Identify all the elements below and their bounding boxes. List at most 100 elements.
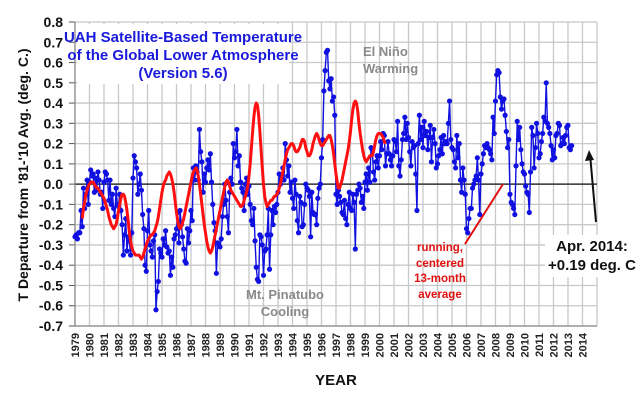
monthly-data-point	[363, 171, 369, 177]
monthly-data-point	[554, 130, 560, 137]
monthly-data-point	[489, 157, 495, 163]
monthly-data-point	[264, 232, 270, 238]
monthly-data-point	[358, 199, 364, 205]
monthly-data-point	[562, 132, 569, 139]
x-tick-labels: 1979 1980 1981 1982 1983 1984 1985 1986 1987 1988…	[70, 332, 590, 357]
monthly-data-point	[531, 165, 537, 171]
monthly-data-point	[154, 288, 160, 295]
monthly-data-point	[523, 183, 529, 189]
monthly-data-point	[148, 248, 154, 254]
y-tick-label: -0.2	[39, 217, 63, 233]
monthly-data-point	[379, 147, 385, 153]
monthly-data-point	[367, 179, 373, 185]
monthly-data-point	[170, 264, 176, 270]
monthly-data-point	[147, 242, 153, 248]
monthly-data-point	[218, 236, 224, 242]
running-average-annotation-line-2: centered	[416, 258, 464, 270]
monthly-data-point	[532, 145, 538, 151]
monthly-data-point	[340, 211, 346, 218]
y-tick-label: 0.0	[44, 176, 64, 192]
monthly-data-point	[224, 213, 230, 220]
monthly-data-point	[385, 138, 391, 145]
monthly-data-point	[164, 244, 170, 250]
monthly-data-point	[416, 112, 422, 118]
monthly-data-point	[160, 236, 166, 242]
chart-title-line-1: UAH Satellite-Based Temperature	[64, 29, 302, 46]
monthly-data-point	[134, 165, 140, 171]
running-average-pointer	[464, 183, 504, 245]
monthly-data-point	[322, 68, 328, 74]
monthly-data-point	[376, 153, 383, 159]
y-tick-label: 0.6	[44, 55, 64, 71]
monthly-data-point	[332, 112, 338, 118]
monthly-data-point	[461, 177, 467, 183]
x-tick-label: 2001	[389, 333, 401, 357]
monthly-data-point	[511, 205, 517, 212]
monthly-data-point	[454, 132, 460, 139]
monthly-data-point	[158, 250, 164, 256]
monthly-data-point	[546, 124, 552, 130]
monthly-data-point	[120, 252, 126, 258]
monthly-data-point	[424, 128, 430, 135]
monthly-data-point	[253, 264, 259, 270]
monthly-data-point	[357, 185, 363, 191]
monthly-data-point	[312, 211, 319, 218]
monthly-data-point	[512, 211, 518, 218]
y-tick-label: 0.1	[44, 156, 64, 172]
x-tick-label: 1992	[259, 333, 271, 357]
monthly-data-point	[565, 122, 571, 128]
monthly-data-point	[259, 242, 265, 248]
monthly-data-point	[185, 240, 192, 246]
monthly-data-point	[456, 141, 462, 147]
monthly-data-point	[486, 147, 493, 153]
x-tick-label: 2004	[433, 332, 445, 357]
monthly-data-point	[106, 197, 112, 203]
monthly-data-point	[171, 236, 177, 242]
monthly-data-point	[213, 270, 219, 276]
monthly-data-point	[341, 197, 348, 203]
monthly-data-point	[431, 126, 437, 133]
monthly-data-point	[297, 193, 303, 199]
monthly-data-point	[179, 234, 186, 240]
monthly-data-point	[208, 179, 215, 185]
latest-value-annotation-line-1: Apr. 2014:	[556, 238, 628, 255]
monthly-data-point	[252, 238, 258, 244]
monthly-data-point	[421, 118, 427, 124]
monthly-data-point	[285, 173, 291, 179]
x-tick-label: 1983	[128, 333, 140, 357]
monthly-data-point	[548, 143, 554, 149]
y-tick-label: 0.4	[44, 95, 64, 111]
monthly-data-point	[90, 171, 96, 177]
monthly-data-point	[451, 159, 458, 165]
monthly-data-point	[317, 181, 323, 187]
monthly-data-point	[529, 124, 535, 130]
y-tick-label: 0.5	[44, 75, 64, 91]
monthly-data-point	[480, 151, 487, 157]
monthly-data-point	[344, 222, 350, 228]
x-tick-label: 1997	[331, 333, 343, 357]
monthly-data-point	[382, 163, 389, 169]
monthly-data-point	[132, 159, 139, 165]
monthly-data-point	[392, 138, 398, 145]
monthly-data-point	[540, 130, 546, 137]
y-tick-label: -0.3	[39, 237, 63, 253]
x-tick-label: 2006	[462, 333, 474, 357]
monthly-data-point	[535, 130, 541, 137]
monthly-data-point	[189, 218, 195, 224]
monthly-data-point	[206, 167, 212, 173]
monthly-data-point	[527, 169, 534, 175]
series	[72, 47, 575, 313]
monthly-data-point	[345, 201, 351, 207]
x-tick-label: 1994	[288, 332, 300, 357]
monthly-data-point	[136, 181, 142, 187]
monthly-data-point	[156, 246, 163, 252]
monthly-data-point	[478, 171, 484, 177]
monthly-data-point	[361, 205, 367, 212]
monthly-data-point	[241, 207, 247, 214]
x-tick-label: 2011	[534, 333, 546, 357]
monthly-data-point	[230, 141, 236, 147]
monthly-data-point	[353, 191, 360, 197]
x-tick-label: 2010	[520, 333, 532, 357]
title-background	[77, 24, 289, 84]
